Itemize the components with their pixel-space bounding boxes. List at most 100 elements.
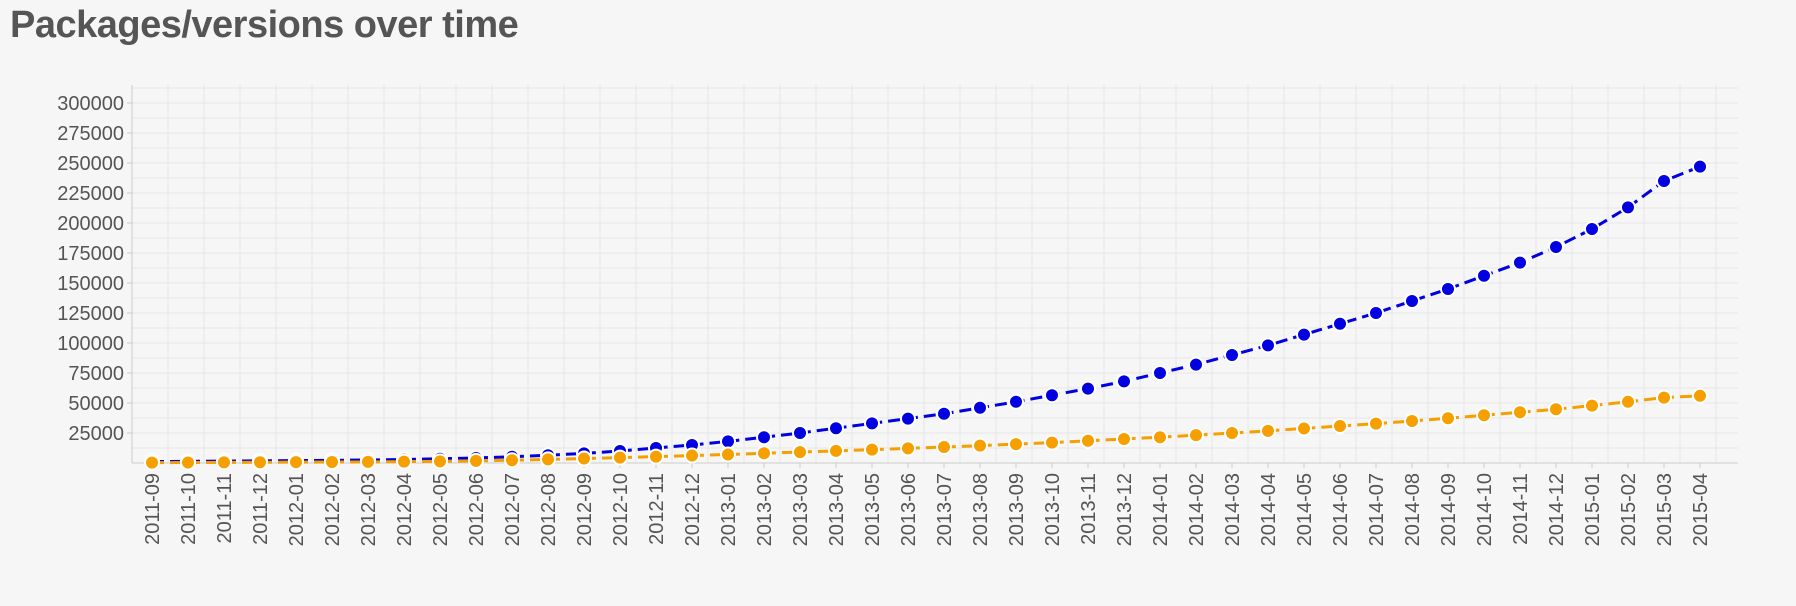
series-1-point[interactable] <box>1368 305 1384 321</box>
series-2-point[interactable] <box>468 452 484 469</box>
x-tick-label: 2015-03 <box>1654 473 1676 546</box>
series-1-point[interactable] <box>756 429 772 446</box>
series-2-point[interactable] <box>324 454 340 471</box>
series-2-point[interactable] <box>1548 401 1564 418</box>
series-2-point[interactable] <box>936 439 952 456</box>
series-2-point[interactable] <box>504 452 520 469</box>
series-2-point[interactable] <box>1188 427 1204 444</box>
x-tick-label: 2011-10 <box>178 473 200 545</box>
series-1-point[interactable] <box>1476 267 1492 284</box>
series-1-point[interactable] <box>1692 158 1708 175</box>
series-2-point[interactable] <box>1620 393 1636 410</box>
series-1-point[interactable] <box>1008 393 1024 410</box>
series-1-point[interactable] <box>1188 356 1204 373</box>
chart-axes <box>131 85 1738 464</box>
y-tick-label: 75000 <box>68 363 124 385</box>
y-tick-label: 125000 <box>57 303 124 325</box>
series-2-point[interactable] <box>180 454 196 471</box>
x-tick-label: 2014-02 <box>1186 473 1208 546</box>
series-1-point[interactable] <box>1296 326 1312 343</box>
x-tick-label: 2014-01 <box>1150 473 1172 546</box>
series-2-point[interactable] <box>900 440 916 457</box>
series-1-point[interactable] <box>1440 281 1456 297</box>
series-1-point[interactable] <box>864 415 880 432</box>
x-tick-label: 2015-04 <box>1690 473 1712 546</box>
y-tick-label: 150000 <box>57 273 124 295</box>
series-2-point[interactable] <box>1692 387 1708 404</box>
x-tick-label: 2013-07 <box>934 473 956 546</box>
x-tick-label: 2013-01 <box>718 473 740 546</box>
series-2-point[interactable] <box>1440 410 1456 427</box>
series-2-point[interactable] <box>252 454 268 471</box>
series-2-point[interactable] <box>1404 413 1420 429</box>
series-2-point[interactable] <box>432 453 448 470</box>
series-2-point[interactable] <box>1260 422 1276 439</box>
x-tick-label: 2014-08 <box>1402 473 1424 546</box>
x-tick-label: 2015-01 <box>1582 473 1604 546</box>
series-2-point[interactable] <box>1656 389 1672 406</box>
series-2-point[interactable] <box>1512 404 1528 421</box>
y-axis-ticks: 25000 50000 75000 100000 125000 150000 175000 2… <box>57 93 132 445</box>
series-2-point[interactable] <box>288 454 304 471</box>
series-1-point[interactable] <box>900 410 916 427</box>
x-tick-label: 2014-11 <box>1510 473 1532 545</box>
series-1-point[interactable] <box>1404 293 1420 309</box>
series-2-point[interactable] <box>972 437 988 454</box>
series-2-point[interactable] <box>576 450 592 467</box>
series-1-point[interactable] <box>720 433 736 450</box>
series-2-point[interactable] <box>144 454 160 471</box>
x-tick-label: 2012-04 <box>394 473 416 546</box>
series-1-point[interactable] <box>1260 337 1276 354</box>
chart-series <box>144 158 1708 471</box>
series-2-point[interactable] <box>828 442 844 459</box>
series-2-point[interactable] <box>1476 407 1492 424</box>
series-2-point[interactable] <box>1080 432 1096 449</box>
series-2-point[interactable] <box>864 441 880 458</box>
x-tick-label: 2012-08 <box>538 473 560 546</box>
x-tick-label: 2012-02 <box>322 473 344 546</box>
series-2-point[interactable] <box>1368 415 1384 432</box>
series-1-point[interactable] <box>1116 373 1132 390</box>
y-tick-label: 225000 <box>57 183 124 205</box>
series-1-point[interactable] <box>1512 254 1528 271</box>
x-tick-label: 2011-09 <box>142 473 164 545</box>
x-tick-label: 2011-12 <box>250 473 272 545</box>
x-tick-label: 2012-05 <box>430 473 452 546</box>
series-2-point[interactable] <box>1332 418 1348 435</box>
series-2-point[interactable] <box>216 454 232 471</box>
series-2-point[interactable] <box>1044 434 1060 451</box>
series-2-point[interactable] <box>1008 436 1024 453</box>
series-2-point[interactable] <box>1116 431 1132 447</box>
series-1-point[interactable] <box>1080 380 1096 397</box>
series-2-point[interactable] <box>612 449 628 466</box>
series-1-point[interactable] <box>1548 239 1564 255</box>
series-2-point[interactable] <box>648 448 664 465</box>
series-1-point[interactable] <box>1584 221 1600 237</box>
series-2-point[interactable] <box>1584 397 1600 414</box>
series-1-point[interactable] <box>1656 173 1672 189</box>
series-1-point[interactable] <box>936 405 952 422</box>
series-2-point[interactable] <box>1224 425 1240 441</box>
series-2-point[interactable] <box>540 451 556 468</box>
series-1-point[interactable] <box>1224 347 1240 363</box>
series-2-point[interactable] <box>396 453 412 470</box>
series-1-point[interactable] <box>828 420 844 437</box>
series-1-point[interactable] <box>972 399 988 416</box>
series-1-point[interactable] <box>1152 365 1168 381</box>
series-2-point[interactable] <box>756 445 772 462</box>
series-2-point[interactable] <box>792 444 808 461</box>
y-tick-label: 100000 <box>57 333 124 355</box>
x-tick-label: 2014-06 <box>1330 473 1352 546</box>
series-2-point[interactable] <box>720 446 736 463</box>
series-2-point[interactable] <box>1152 429 1168 446</box>
y-tick-label: 275000 <box>57 123 124 145</box>
y-tick-label: 250000 <box>57 153 124 175</box>
series-1-point[interactable] <box>792 425 808 441</box>
series-2-point[interactable] <box>684 447 700 464</box>
series-1-point[interactable] <box>1620 199 1636 216</box>
series-2-point[interactable] <box>1296 420 1312 437</box>
series-1-point[interactable] <box>1044 387 1060 404</box>
series-1-point[interactable] <box>1332 315 1348 332</box>
series-2-point[interactable] <box>360 453 376 470</box>
